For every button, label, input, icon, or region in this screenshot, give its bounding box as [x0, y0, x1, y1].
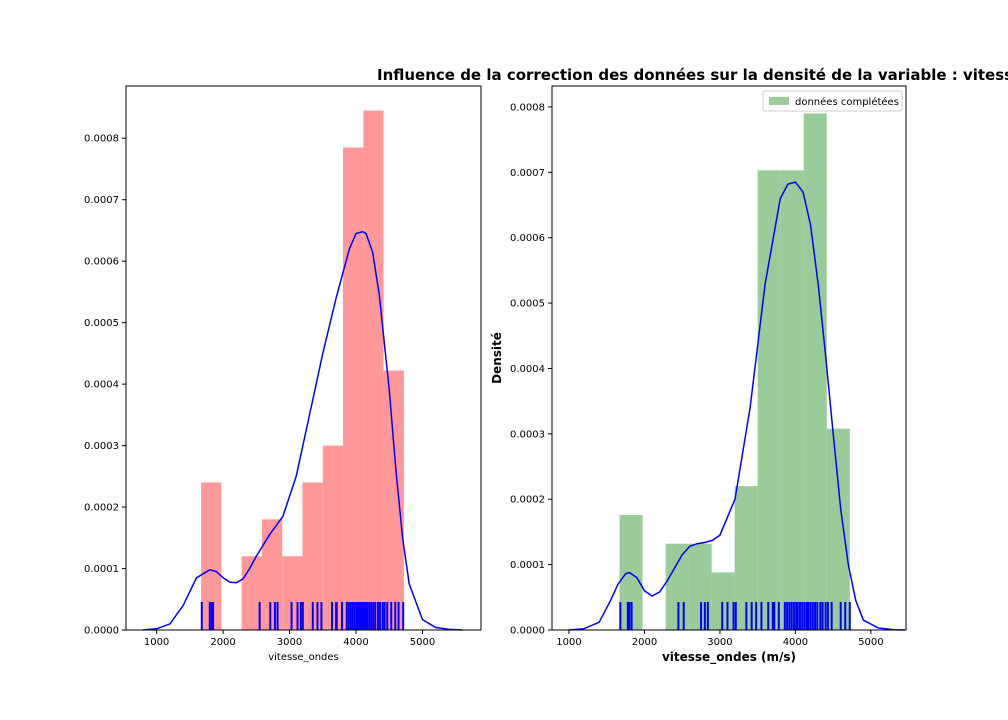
- y-tick-label: 0.0008: [510, 102, 545, 113]
- histogram-bar: [343, 147, 364, 630]
- right-chart-panel: 1000 2000 3000 4000 5000 0.0000 0.0001 0.0002 0.…: [490, 85, 907, 665]
- y-tick-label: 0.0007: [510, 168, 545, 179]
- histogram-bars: [619, 113, 850, 630]
- histogram-bar: [383, 370, 404, 630]
- y-tick-label: 0.0006: [510, 233, 545, 244]
- histogram-bar: [803, 113, 827, 630]
- rug-marks: [619, 602, 851, 630]
- legend: données complétées: [762, 90, 903, 112]
- histogram-bar: [619, 514, 643, 630]
- histogram-bar: [363, 110, 384, 630]
- y-tick-label: 0.0001: [510, 560, 545, 571]
- histogram-bar: [734, 486, 758, 630]
- y-tick-label: 0.0000: [510, 626, 545, 637]
- y-tick-label: 0.0003: [510, 429, 545, 440]
- y-tick-label: 0.0001: [84, 564, 119, 575]
- histogram-bar: [322, 445, 344, 630]
- y-tick-label: 0.0005: [510, 299, 545, 310]
- legend-box: [762, 90, 903, 112]
- x-axis-label: vitesse_ondes (m/s): [662, 650, 796, 665]
- figure-title: Influence de la correction des données s…: [377, 66, 1008, 84]
- histogram-bar: [826, 428, 850, 630]
- histogram-bars: [201, 110, 404, 630]
- axes-frame: [125, 85, 482, 631]
- x-tick-label: 1000: [556, 637, 581, 648]
- x-tick-label: 1000: [144, 637, 169, 648]
- x-tick-label: 2000: [210, 637, 235, 648]
- x-axis-label: vitesse_ondes: [268, 652, 339, 663]
- y-tick-label: 0.0002: [510, 495, 545, 506]
- y-axis-label: Densité: [490, 332, 504, 384]
- x-tick-label: 5000: [858, 637, 883, 648]
- histogram-bar: [201, 482, 222, 630]
- kde-line: [568, 181, 905, 631]
- histogram-bar: [711, 572, 735, 630]
- axes-frame: [551, 85, 907, 631]
- x-tick-label: 3000: [277, 637, 302, 648]
- rug-marks: [200, 602, 405, 630]
- left-chart-panel: 1000 2000 3000 4000 5000 0.0000 0.0001 0.0002 0.…: [84, 85, 482, 663]
- y-tick-label: 0.0005: [84, 318, 119, 329]
- histogram-bar: [261, 519, 283, 630]
- x-tick-label: 2000: [632, 637, 657, 648]
- x-tick-label: 5000: [410, 637, 435, 648]
- y-tick-label: 0.0002: [84, 503, 119, 514]
- y-tick-label: 0.0000: [84, 626, 119, 637]
- y-tick-label: 0.0004: [84, 380, 119, 391]
- kde-line: [142, 230, 463, 631]
- y-tick-label: 0.0007: [84, 195, 119, 206]
- histogram-bar: [757, 170, 781, 630]
- y-tick-label: 0.0008: [84, 134, 119, 145]
- x-tick-label: 3000: [707, 637, 732, 648]
- histogram-bar: [780, 170, 804, 630]
- histogram-bar: [241, 556, 262, 630]
- histogram-bar: [688, 543, 712, 630]
- legend-swatch: [769, 97, 789, 105]
- histogram-bar: [302, 482, 323, 630]
- y-tick-label: 0.0003: [84, 441, 119, 452]
- y-tick-label: 0.0004: [510, 364, 545, 375]
- x-tick-label: 4000: [783, 637, 808, 648]
- legend-label: données complétées: [795, 96, 899, 108]
- x-tick-label: 4000: [343, 637, 368, 648]
- y-tick-label: 0.0006: [84, 257, 119, 268]
- histogram-bar: [665, 543, 689, 630]
